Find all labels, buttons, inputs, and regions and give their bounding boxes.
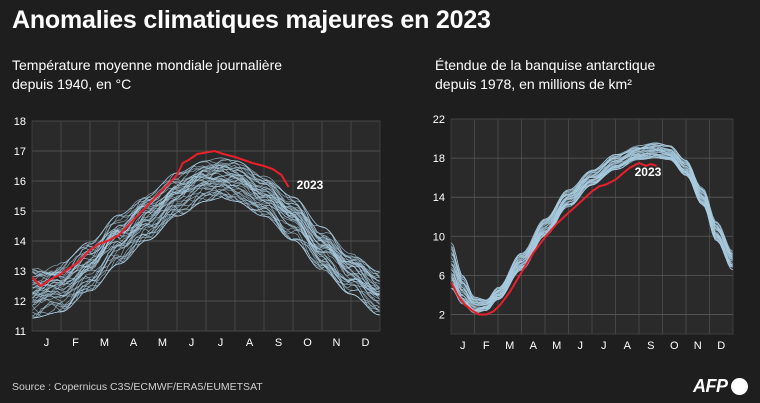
chart-2: 2 6 10 14 18 22 J F M A M J J A S O N D 2023 [433, 114, 734, 352]
historical-line [450, 153, 734, 311]
historical-line [31, 165, 381, 291]
historical-line [31, 170, 381, 296]
series-2023-line [450, 162, 657, 316]
y-tick-label: 2 [439, 309, 445, 321]
historical-line [450, 142, 734, 301]
historical-line [31, 188, 381, 315]
historical-line [450, 156, 734, 314]
left-chart-title-line1: Température moyenne mondiale journalière [12, 57, 283, 73]
x-tick-label: O [303, 337, 312, 349]
series-2023-label: 2023 [297, 178, 324, 192]
afp-logo: AFP [693, 376, 748, 397]
right-chart-subtitle: Étendue de la banquise antarctique depui… [435, 56, 655, 94]
historical-lines [450, 142, 734, 314]
x-tick-label: N [694, 340, 702, 352]
x-tick-label: M [552, 340, 561, 352]
historical-line [31, 193, 381, 319]
y-tick-label: 13 [14, 266, 26, 278]
right-chart-title-line1: Étendue de la banquise antarctique [435, 57, 656, 73]
y-tick-label: 14 [14, 236, 26, 248]
page-title: Anomalies climatiques majeures en 2023 [12, 6, 491, 34]
afp-logo-dot-icon [730, 378, 748, 395]
x-tick-label: D [362, 337, 370, 349]
historical-line [450, 144, 734, 301]
x-tick-label: A [530, 340, 538, 352]
historical-line [31, 173, 381, 296]
y-tick-label: 12 [14, 296, 26, 308]
plot-border [31, 120, 381, 332]
y-tick-label: 15 [14, 206, 26, 218]
historical-line [31, 159, 381, 277]
historical-line [31, 160, 381, 276]
x-tick-label: J [218, 337, 224, 349]
historical-line [31, 183, 381, 311]
x-tick-label: J [578, 340, 584, 352]
afp-logo-text: AFP [693, 376, 728, 396]
x-tick-label: O [670, 340, 679, 352]
historical-line [31, 180, 381, 303]
x-tick-label: D [717, 340, 725, 352]
right-chart-title-line2: depuis 1978, en millions de km² [435, 76, 632, 92]
source-note: Source : Copernicus C3S/ECMWF/ERA5/EUMET… [12, 381, 263, 393]
historical-line [31, 182, 381, 302]
y-tick-label: 18 [14, 116, 26, 128]
historical-line [450, 154, 734, 311]
x-tick-label: M [100, 337, 109, 349]
historical-line [31, 176, 381, 295]
y-tick-label: 18 [433, 153, 445, 165]
x-tick-label: F [483, 340, 490, 352]
y-tick-label: 6 [439, 270, 445, 282]
y-tick-label: 17 [14, 146, 26, 158]
x-tick-label: S [275, 337, 282, 349]
historical-line [450, 156, 734, 314]
historical-line [31, 166, 381, 278]
historical-line [31, 166, 381, 289]
historical-lines [31, 157, 381, 319]
series-2023-label: 2023 [635, 165, 662, 179]
left-chart-subtitle: Température moyenne mondiale journalière… [12, 56, 282, 94]
x-tick-label: J [189, 337, 195, 349]
historical-line [31, 193, 380, 318]
x-tick-label: M [505, 340, 514, 352]
x-tick-label: J [601, 340, 607, 352]
x-tick-label: S [647, 340, 654, 352]
historical-line [31, 174, 381, 299]
y-tick-label: 22 [433, 114, 445, 126]
x-tick-label: A [246, 337, 254, 349]
historical-line [450, 147, 734, 304]
x-tick-label: N [333, 337, 341, 349]
x-tick-label: A [624, 340, 632, 352]
series-2023-line [31, 150, 290, 287]
x-tick-label: F [72, 337, 79, 349]
y-tick-label: 11 [15, 326, 26, 338]
x-tick-label: A [130, 337, 138, 349]
left-chart-title-line2: depuis 1940, en °C [12, 76, 132, 92]
y-tick-label: 10 [433, 231, 445, 243]
chart-1: 11 12 13 14 15 16 17 18 J F M A M J J A S O N D 2023 [14, 116, 381, 349]
y-tick-label: 14 [433, 192, 445, 204]
x-tick-label: J [44, 337, 50, 349]
historical-line [450, 150, 734, 305]
historical-line [31, 162, 381, 278]
historical-line [31, 170, 381, 296]
x-tick-label: J [460, 340, 466, 352]
x-tick-label: M [158, 337, 167, 349]
plot-border [450, 118, 734, 335]
y-tick-label: 16 [14, 176, 26, 188]
